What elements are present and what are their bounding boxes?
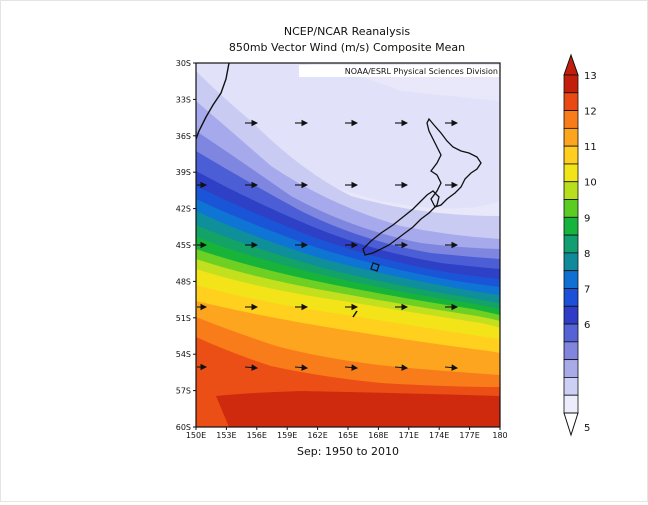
colorbar: 13 12 11 10 9 8 7 6 5 <box>563 53 597 437</box>
wind-speed-contours <box>196 63 500 427</box>
latitude-tick-label: 36S <box>176 132 191 141</box>
colorbar-label: 9 <box>584 213 590 224</box>
colorbar-swatch <box>563 288 579 307</box>
colorbar-swatch <box>563 199 579 218</box>
colorbar-label: 8 <box>584 249 590 260</box>
colorbar-swatch <box>563 305 579 325</box>
colorbar-swatch <box>563 92 579 111</box>
wind-vector-arrow <box>294 364 309 371</box>
colorbar-swatch <box>563 359 579 378</box>
colorbar-swatch <box>563 163 579 183</box>
latitude-tick-label: 54S <box>176 350 191 359</box>
latitude-axis: 30S 33S 36S 39S 42S 45S 48S 51S 54S 57S 60S <box>176 59 196 432</box>
longitude-tick-label: 150E <box>186 431 206 440</box>
colorbar-label: 7 <box>584 284 590 295</box>
longitude-tick-label: 180 <box>492 431 507 440</box>
colorbar-swatch <box>563 323 579 343</box>
colorbar-swatch <box>563 74 579 94</box>
colorbar-label: 13 <box>584 71 597 82</box>
colorbar-swatch <box>563 216 579 236</box>
latitude-tick-label: 30S <box>176 59 191 68</box>
colorbar-swatch <box>563 270 579 289</box>
colorbar-swatch <box>563 127 579 147</box>
colorbar-swatch <box>563 145 579 165</box>
colorbar-label: 10 <box>584 178 597 189</box>
colorbar-label: 6 <box>584 320 590 331</box>
wind-vector-arrow <box>344 364 359 371</box>
latitude-tick-label: 39S <box>176 168 191 177</box>
colorbar-label: 11 <box>584 142 597 153</box>
latitude-tick-label: 33S <box>176 95 191 104</box>
colorbar-swatch <box>563 252 579 272</box>
latitude-tick-label: 60S <box>176 423 191 432</box>
colorbar-swatch <box>563 377 579 396</box>
colorbar-swatch <box>563 234 579 254</box>
longitude-tick-label: 177E <box>459 431 479 440</box>
longitude-tick-label: 168E <box>368 431 388 440</box>
map-subtitle: 850mb Vector Wind (m/s) Composite Mean <box>229 41 465 54</box>
colorbar-swatch <box>563 110 579 129</box>
credit-label: NOAA/ESRL Physical Sciences Division <box>345 67 498 76</box>
latitude-tick-label: 57S <box>176 387 191 396</box>
longitude-tick-label: 159E <box>277 431 297 440</box>
colorbar-bottom-arrow <box>563 412 579 437</box>
longitude-tick-label: 174E <box>429 431 449 440</box>
colorbar-swatch <box>563 181 579 200</box>
latitude-tick-label: 48S <box>176 277 191 286</box>
colorbar-swatch <box>563 341 579 361</box>
longitude-tick-label: 165E <box>338 431 358 440</box>
longitude-axis: 150E 153E 156E 159E 162E 165E 168E 171E 174E 177E… <box>186 427 508 440</box>
colorbar-top-arrow <box>563 53 579 76</box>
colorbar-swatch <box>563 394 579 414</box>
map-title: NCEP/NCAR Reanalysis <box>284 25 410 38</box>
longitude-tick-label: 162E <box>307 431 327 440</box>
wind-vector-arrow <box>244 364 259 371</box>
colorbar-label: 12 <box>584 107 597 118</box>
longitude-tick-label: 156E <box>247 431 267 440</box>
latitude-tick-label: 45S <box>176 241 191 250</box>
latitude-tick-label: 42S <box>176 205 191 214</box>
longitude-tick-label: 153E <box>216 431 236 440</box>
period-label: Sep: 1950 to 2010 <box>297 445 399 458</box>
colorbar-label: 5 <box>584 423 590 434</box>
longitude-tick-label: 171E <box>399 431 419 440</box>
latitude-tick-label: 51S <box>176 314 191 323</box>
wind-vector-arrow <box>444 364 459 371</box>
wind-vector-arrow <box>394 364 409 371</box>
